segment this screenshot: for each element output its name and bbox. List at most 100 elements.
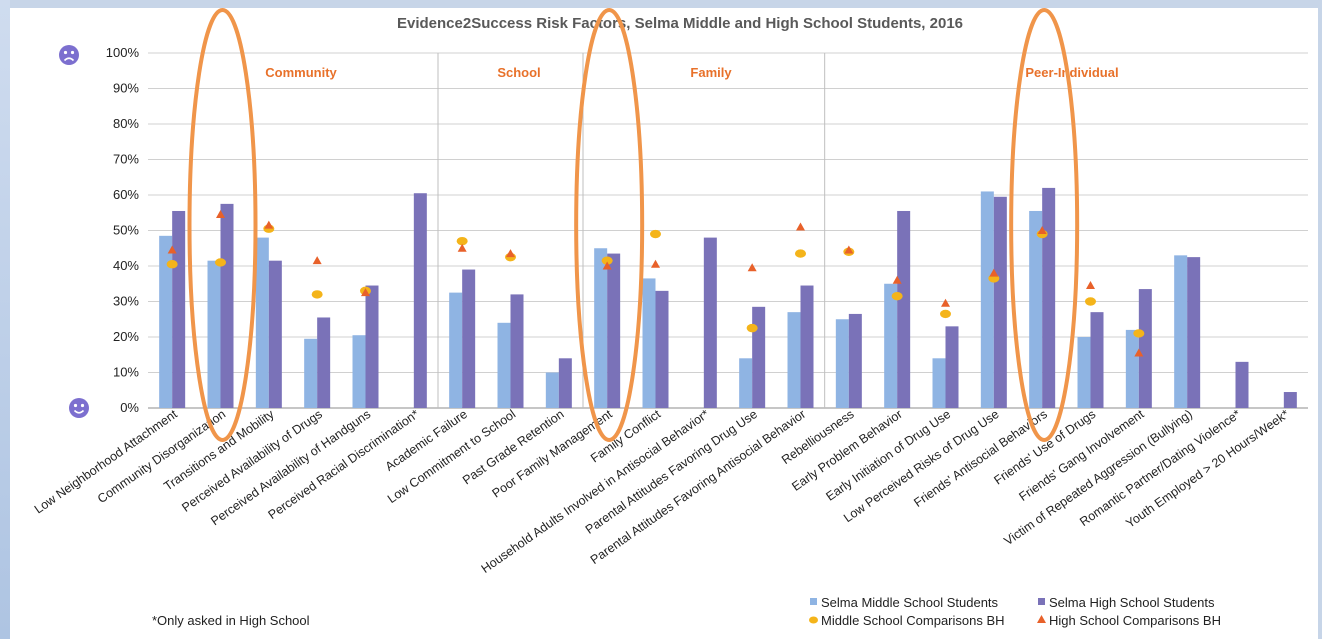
face-eye (80, 403, 85, 408)
face-eye (73, 403, 78, 408)
bar (545, 372, 559, 408)
y-axis-ticks: 0% 10% 20% 30% 40% 50% 60% 70% 80% 90% 100% (106, 45, 140, 415)
middle-school-comparison-marker (940, 309, 951, 319)
legend-label: Middle School Comparisons BH (821, 613, 1005, 628)
bar (1138, 289, 1152, 408)
high-school-comparison-marker (747, 263, 757, 272)
bar (510, 294, 524, 408)
legend-label: Selma Middle School Students (821, 595, 999, 610)
bar (655, 290, 669, 408)
bar (365, 285, 379, 408)
y-tick-label: 100% (106, 45, 140, 60)
bar (787, 312, 801, 408)
bar (159, 235, 173, 408)
bar (848, 313, 862, 408)
bar (255, 237, 269, 408)
section-labels: Community School Family Peer-Individual (265, 65, 1118, 80)
bar (1029, 210, 1043, 408)
bar (980, 191, 994, 408)
y-tick-label: 30% (113, 294, 139, 309)
legend-label: Selma High School Students (1049, 595, 1215, 610)
bar (1042, 187, 1056, 408)
high-school-comparison-marker (941, 298, 950, 307)
bars (159, 187, 1297, 408)
face-circle (69, 398, 89, 418)
x-tick-label: Academic Failure (383, 407, 470, 474)
top-edge (0, 0, 1322, 8)
high-school-comparison-marker (1037, 226, 1047, 234)
section-label: Family (690, 65, 732, 80)
face-icons (59, 45, 89, 418)
bar (993, 196, 1007, 408)
section-label: School (497, 65, 540, 80)
bar (497, 322, 511, 408)
bar (642, 278, 656, 408)
middle-school-comparison-marker (746, 323, 758, 333)
bar (304, 338, 318, 408)
sad-face-icon (59, 45, 79, 65)
y-tick-label: 50% (113, 223, 139, 238)
face-eye (70, 50, 75, 55)
face-circle (59, 45, 79, 65)
bar (1090, 312, 1104, 408)
y-tick-label: 60% (113, 187, 139, 202)
bar (1125, 329, 1139, 408)
middle-school-comparison-marker (456, 236, 468, 246)
high-school-comparison-marker (457, 243, 467, 252)
bar (462, 269, 476, 408)
legend: Selma Middle School Students Selma High S… (809, 595, 1221, 628)
bar (739, 358, 753, 408)
bar (752, 306, 766, 408)
bar (897, 210, 911, 408)
high-school-comparison-marker (1134, 348, 1144, 357)
bar (1235, 361, 1249, 408)
bar (558, 358, 572, 408)
legend-swatch (1038, 598, 1045, 605)
middle-school-comparison-marker (650, 229, 661, 239)
high-school-comparison-marker (602, 261, 612, 270)
y-tick-label: 90% (113, 81, 139, 96)
high-school-comparison-marker (844, 245, 854, 254)
face-eye (63, 50, 68, 55)
middle-school-comparison-marker (311, 290, 323, 299)
y-tick-label: 40% (113, 258, 139, 273)
middle-school-comparison-marker (601, 256, 613, 265)
high-school-comparison-marker (264, 220, 274, 229)
bar (800, 285, 814, 408)
middle-school-comparison-marker (166, 260, 178, 269)
high-school-comparison-marker (312, 256, 322, 265)
highlight-oval (574, 8, 645, 442)
high-school-comparison-marker (892, 275, 902, 284)
bar (703, 237, 717, 408)
right-edge (1318, 0, 1322, 639)
bar (1077, 337, 1091, 408)
footnote: *Only asked in High School (152, 613, 310, 628)
bar (607, 253, 621, 408)
bar (268, 260, 282, 408)
y-tick-label: 10% (113, 365, 139, 380)
happy-face-icon (69, 398, 89, 418)
high-school-comparison-marker (506, 249, 515, 258)
y-tick-label: 20% (113, 329, 139, 344)
high-school-comparison-marker (651, 259, 660, 268)
bar (220, 203, 234, 408)
high-school-comparison-marker (796, 222, 805, 231)
gridlines (148, 52, 1308, 409)
bar (594, 248, 608, 408)
middle-school-comparison-marker (795, 249, 806, 258)
legend-swatch (810, 598, 817, 605)
bar (945, 326, 959, 408)
highlight-oval (187, 8, 258, 442)
y-tick-label: 0% (120, 400, 139, 415)
face-mouth (63, 57, 75, 62)
middle-school-comparison-marker (1085, 297, 1096, 306)
comparison-markers (166, 210, 1145, 357)
bar (932, 358, 946, 408)
middle-school-comparison-marker (215, 258, 226, 267)
section-label: Community (265, 65, 337, 80)
y-tick-label: 80% (113, 116, 139, 131)
highlight-ovals (187, 8, 1080, 442)
high-school-comparison-marker (361, 288, 370, 297)
high-school-comparison-marker (216, 210, 225, 219)
left-edge (0, 0, 10, 639)
